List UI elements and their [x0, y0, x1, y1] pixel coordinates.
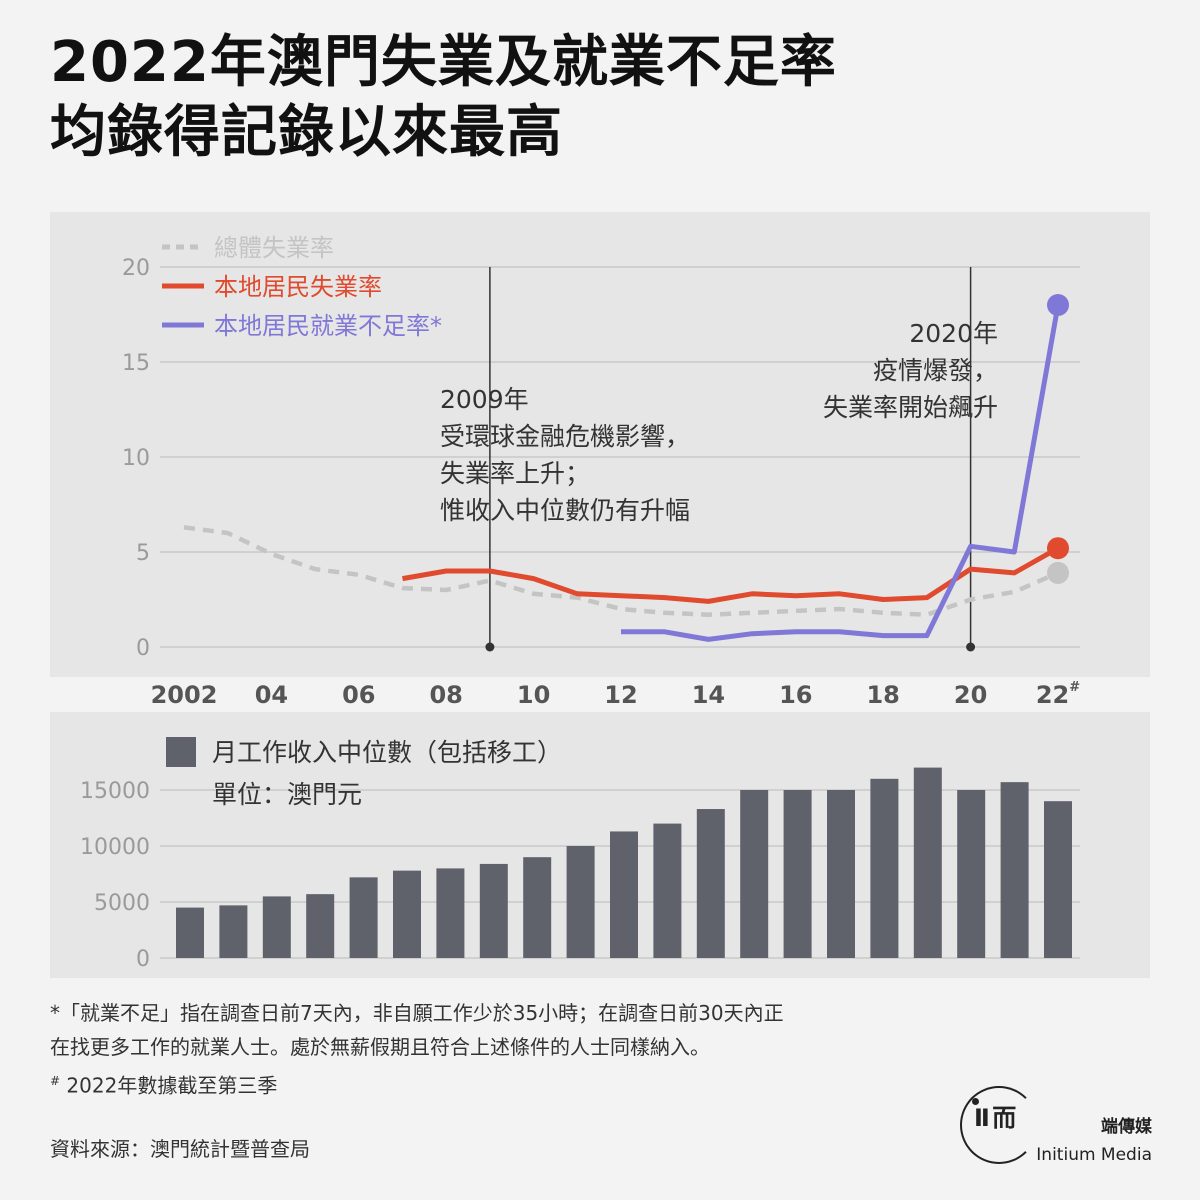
income-bar [349, 877, 378, 958]
bar-chart-title: 月工作收入中位數（包括移工） [212, 738, 562, 767]
annotation-text: 疫情爆發， [873, 356, 998, 385]
y-tick-label: 0 [136, 636, 150, 661]
logo-dot [972, 1098, 979, 1105]
y-tick-label: 5 [136, 541, 150, 566]
overall-unemployment-line [183, 525, 1059, 617]
y-tick-label: 15000 [80, 779, 150, 804]
annotation-text: 受環球金融危機影響， [440, 422, 690, 451]
income-bar [523, 857, 552, 958]
income-bar [1000, 782, 1029, 958]
underemployment-definition-line-1: *「就業不足」指在調查日前7天內，非自願工作少於35小時；在調查日前30天內正 [50, 1001, 784, 1025]
resident-underemployment-line-end-point [1047, 294, 1069, 316]
x-tick-label: 04 [255, 681, 288, 709]
y-tick-label: 10000 [80, 835, 150, 860]
x-tick-label: 2002 [151, 681, 218, 709]
logo-mark: Ⅱ 而 [974, 1104, 1017, 1132]
overall-unemployment-line-end-point [1047, 561, 1069, 584]
annotation-text: 2009年 [440, 385, 529, 414]
initium-logo-icon: Ⅱ 而 [960, 1086, 1038, 1164]
x-tick-label: 12 [604, 681, 637, 709]
income-bar [1044, 801, 1072, 958]
income-bar [696, 809, 725, 958]
brand-name-zh: 端傳媒 [1101, 1117, 1152, 1137]
resident-unemployment-line [402, 546, 1060, 604]
annotation-text: 2020年 [909, 319, 998, 348]
x-tick-label: 22# [1036, 680, 1080, 709]
page-title: 2022年澳門失業及就業不足率 均錄得記錄以來最高 [50, 28, 837, 168]
x-tick-label: 06 [342, 681, 375, 709]
underemployment-definition-line-2: 在找更多工作的就業人士。處於無薪假期且符合上述條件的人士同樣納入。 [50, 1035, 710, 1059]
y-tick-label: 10 [122, 446, 150, 471]
income-bar [436, 868, 465, 958]
income-bar [176, 907, 204, 958]
income-bar [957, 790, 986, 958]
legend-label: 本地居民失業率 [214, 273, 382, 301]
x-tick-label: 08 [429, 681, 462, 709]
income-bar [610, 831, 638, 958]
legend-swatch [166, 737, 196, 767]
data-cutoff-note: # 2022年數據截至第三季 [50, 1064, 980, 1103]
resident-underemployment-line [621, 304, 1061, 642]
y-tick-label: 15 [122, 351, 150, 376]
y-tick-label: 20 [122, 256, 150, 281]
brand: 端傳媒 Initium Media [1036, 1112, 1152, 1165]
income-bar [306, 894, 335, 958]
brand-name-en: Initium Media [1036, 1145, 1152, 1165]
income-bar [566, 846, 595, 958]
x-tick-label: 10 [517, 681, 550, 709]
income-bar [913, 767, 942, 958]
title-line-1: 2022年澳門失業及就業不足率 [50, 30, 837, 95]
bar-chart-unit: 單位：澳門元 [212, 780, 362, 809]
median-income-bar-chart: 0 5000 10000 15000 月工作收入中位數（包括移工） 單位：澳門元 [50, 712, 1150, 978]
x-tick-label: 16 [779, 681, 812, 709]
annotation-text: 惟收入中位數仍有升幅 [440, 496, 690, 525]
data-source: 資料來源：澳門統計暨普查局 [50, 1137, 310, 1161]
y-tick-label: 5000 [94, 891, 150, 916]
income-bar [479, 863, 508, 958]
x-tick-label: 18 [866, 681, 899, 709]
income-bar [870, 778, 899, 958]
x-tick-label: 14 [692, 681, 725, 709]
income-bar [653, 823, 682, 958]
annotation-guide-dot [966, 642, 976, 652]
annotation-guide-dot [485, 642, 495, 652]
annotation-text: 失業率上升； [440, 459, 590, 488]
income-bar [219, 905, 248, 958]
x-tick-label: 20 [954, 681, 987, 709]
income-bar [740, 790, 769, 958]
income-bar [393, 870, 421, 958]
x-tick-mark: # [1069, 680, 1080, 695]
footnotes: *「就業不足」指在調查日前7天內，非自願工作少於35小時；在調查日前30天內正 … [50, 996, 980, 1103]
income-bar [827, 790, 855, 958]
annotation-text: 失業率開始飆升 [823, 393, 998, 422]
resident-unemployment-line-end-point [1047, 537, 1069, 560]
y-tick-label: 0 [136, 947, 150, 972]
legend-label: 總體失業率 [214, 234, 334, 262]
data-cutoff-text: 2022年數據截至第三季 [66, 1073, 278, 1098]
data-cutoff-mark: # [50, 1074, 61, 1088]
income-bar [262, 896, 291, 958]
income-bar [783, 790, 812, 958]
legend-label: 本地居民就業不足率* [214, 312, 442, 340]
title-line-2: 均錄得記錄以來最高 [50, 100, 563, 165]
